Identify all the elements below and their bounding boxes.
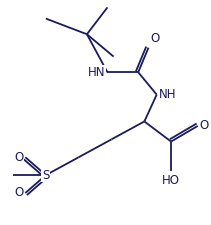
Text: O: O	[150, 32, 160, 45]
Text: S: S	[42, 169, 50, 182]
Text: NH: NH	[159, 88, 176, 101]
Text: HO: HO	[162, 174, 180, 187]
Text: HN: HN	[88, 66, 105, 79]
Text: O: O	[14, 151, 23, 164]
Text: O: O	[14, 187, 23, 200]
Text: O: O	[200, 119, 209, 133]
